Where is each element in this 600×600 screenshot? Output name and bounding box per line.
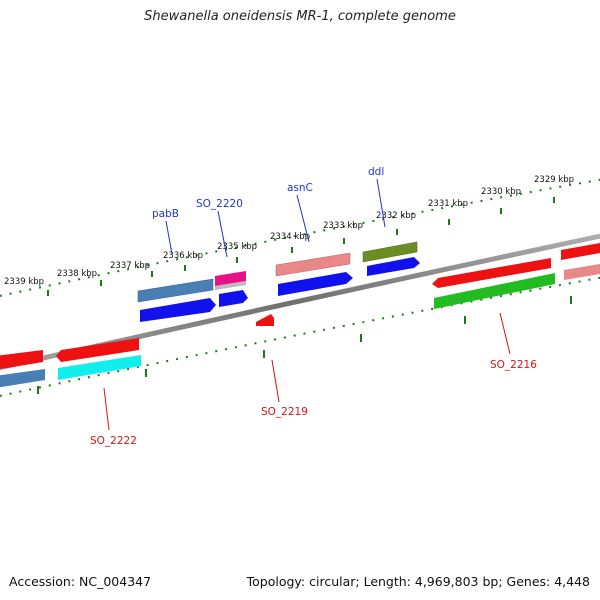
gene-red-far-right[interactable]	[561, 243, 600, 260]
gene-red-right[interactable]	[432, 258, 551, 288]
gene-label-SO_2220: SO_2220	[196, 198, 243, 210]
tick-label: 2334 kbp	[270, 232, 310, 242]
gene-label-SO_2216: SO_2216	[490, 359, 537, 371]
upper-major-ticks	[47, 197, 555, 296]
gene-ddl[interactable]	[362, 241, 418, 263]
tick-label: 2329 kbp	[534, 175, 574, 185]
gene-blue-3[interactable]	[278, 272, 353, 296]
accession-info: Accession: NC_004347	[9, 574, 152, 589]
gene-features-lower	[0, 273, 555, 388]
gene-labels: pabB SO_2220 asnC ddl SO_2222 SO_2219 SO…	[90, 166, 537, 447]
gene-blue-4[interactable]	[367, 257, 420, 276]
tick-label: 2332 kbp	[376, 211, 416, 221]
gene-red-left[interactable]	[0, 350, 43, 370]
tick-label: 2331 kbp	[428, 199, 468, 209]
gene-SO_2220-shadow	[215, 281, 246, 290]
gene-features-inner	[140, 257, 420, 326]
tick-label: 2338 kbp	[57, 269, 97, 279]
gene-label-asnC: asnC	[287, 182, 313, 194]
gene-SO_2216[interactable]	[434, 273, 555, 309]
gene-asnC[interactable]	[275, 252, 351, 277]
genome-summary: Topology: circular; Length: 4,969,803 bp…	[246, 574, 590, 589]
lower-major-ticks	[37, 296, 572, 394]
tick-label: 2335 kbp	[217, 242, 257, 252]
gene-blue-2[interactable]	[219, 290, 248, 307]
gene-label-ddl: ddl	[368, 166, 384, 178]
tick-label: 2330 kbp	[481, 187, 521, 197]
gene-label-pabB: pabB	[152, 208, 179, 220]
lower-scale-track	[0, 276, 600, 397]
tick-label: 2336 kbp	[163, 251, 203, 261]
gene-pabB[interactable]	[137, 278, 214, 303]
tick-labels: 2339 kbp 2338 kbp 2337 kbp 2336 kbp 2335…	[4, 175, 574, 287]
gene-blue-1[interactable]	[140, 298, 216, 322]
tick-label: 2339 kbp	[4, 277, 44, 287]
gene-label-SO_2222: SO_2222	[90, 435, 137, 447]
gene-cyan[interactable]	[58, 355, 141, 380]
gene-label-SO_2219: SO_2219	[261, 406, 308, 418]
tick-label: 2337 kbp	[110, 261, 150, 271]
gene-SO_2222[interactable]	[56, 338, 139, 362]
gene-pink-right[interactable]	[564, 264, 600, 280]
map-title: Shewanella oneidensis MR-1, complete gen…	[144, 9, 456, 24]
gene-features-upper	[137, 241, 600, 303]
label-leaders	[103, 178, 511, 431]
gene-red-small[interactable]	[256, 314, 274, 326]
gene-steelblue-left[interactable]	[0, 369, 45, 388]
tick-label: 2333 kbp	[323, 221, 363, 231]
